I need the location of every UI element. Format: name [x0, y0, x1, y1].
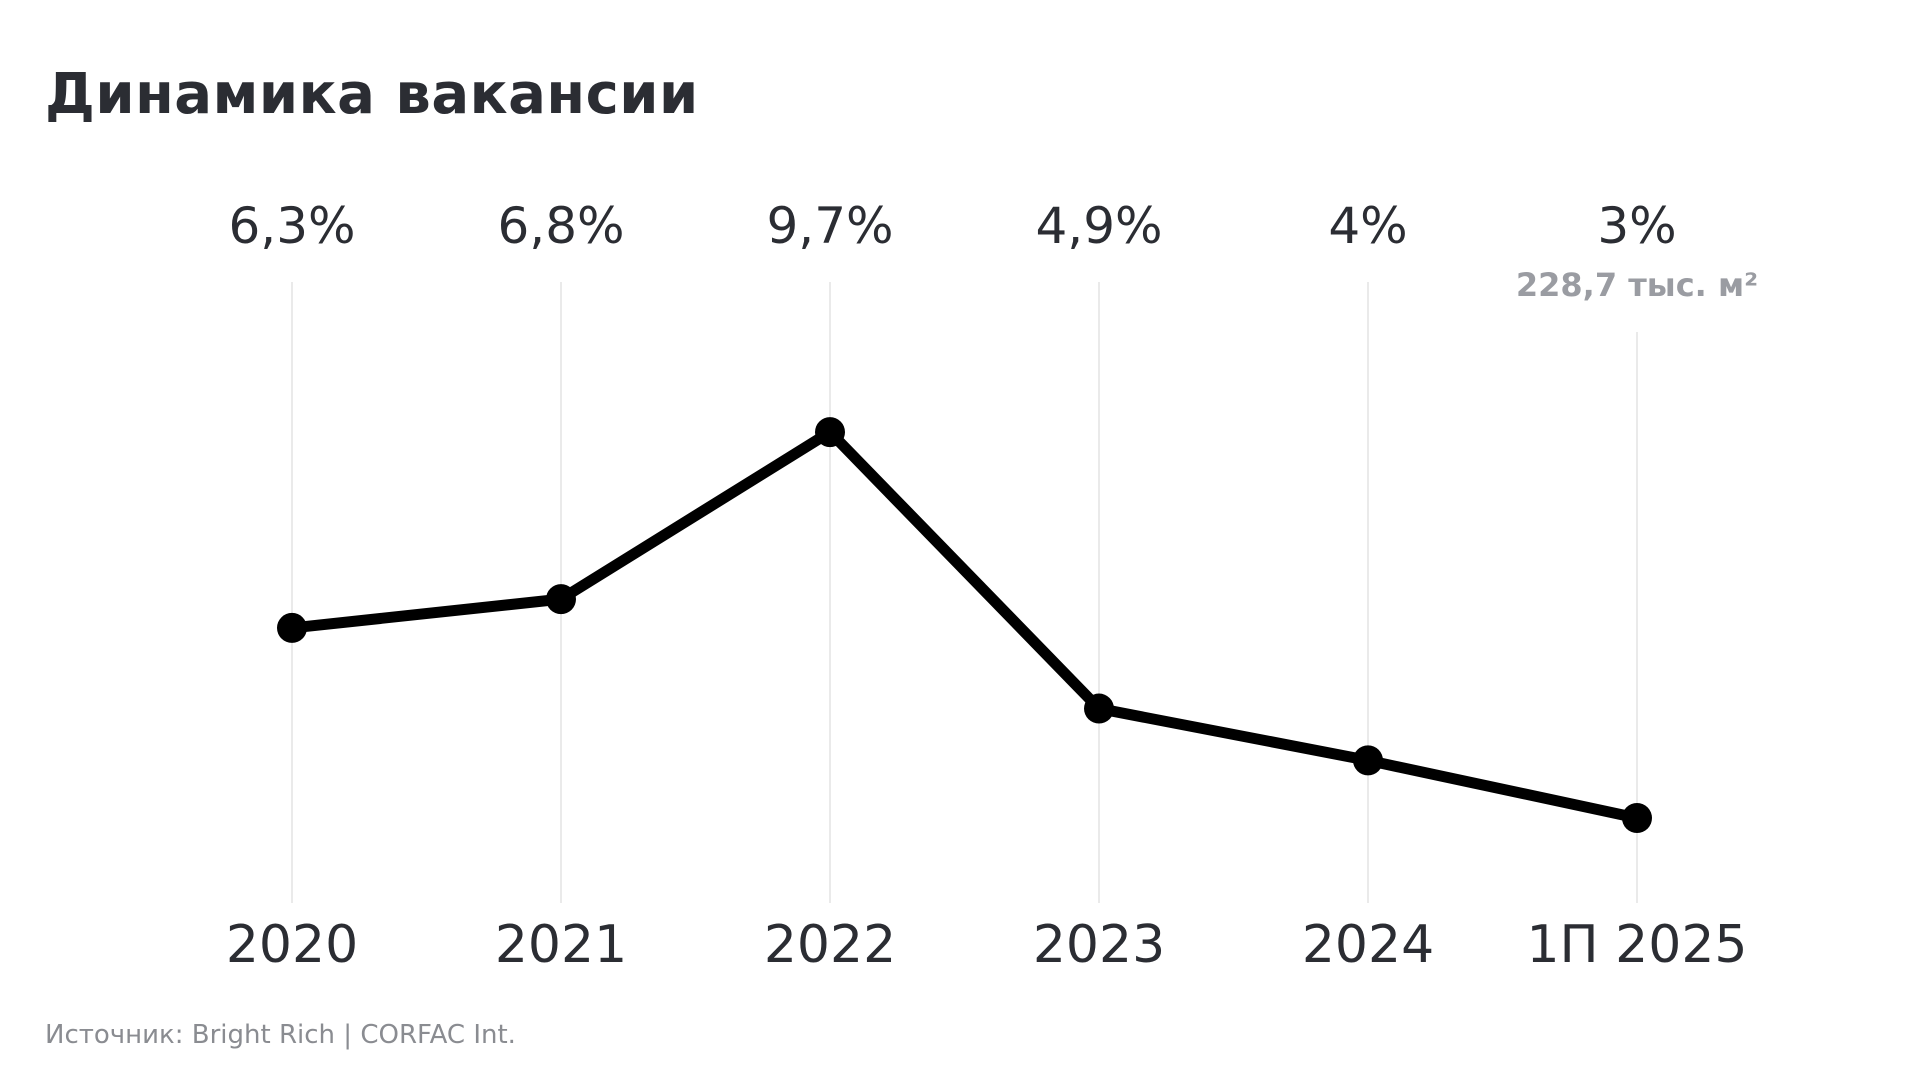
x-tick-label: 2021 — [495, 915, 627, 975]
annotations: 228,7 тыс. м² — [1516, 266, 1758, 304]
data-point — [1353, 745, 1383, 776]
series-vacancy — [286, 426, 1643, 824]
value-label: 3% — [1597, 197, 1676, 255]
x-tick-label: 2024 — [1302, 915, 1434, 975]
data-point — [1622, 803, 1652, 833]
gridlines — [291, 282, 1638, 903]
value-label: 4% — [1328, 197, 1407, 255]
x-tick-label: 2023 — [1033, 915, 1165, 975]
x-axis-labels: 2020 2021 2022 2023 2024 1П 2025 — [226, 915, 1748, 975]
x-tick-label: 1П 2025 — [1526, 915, 1747, 975]
data-point — [277, 612, 307, 643]
data-points — [277, 417, 1652, 833]
source-note: Источник: Bright Rich | CORFAC Int. — [45, 1020, 516, 1050]
annotation-label: 228,7 тыс. м² — [1516, 266, 1758, 304]
series-line — [286, 426, 1643, 824]
value-labels: 6,3% 6,8% 9,7% 4,9% 4% 3% — [228, 197, 1676, 255]
value-label: 9,7% — [766, 197, 893, 255]
data-point — [1084, 693, 1114, 724]
x-tick-label: 2022 — [764, 915, 896, 975]
data-point — [546, 584, 576, 615]
data-point — [815, 417, 845, 448]
chart-title: Динамика вакансии — [45, 62, 699, 127]
value-label: 6,8% — [497, 197, 624, 255]
value-label: 4,9% — [1035, 197, 1162, 255]
x-tick-label: 2020 — [226, 915, 358, 975]
value-label: 6,3% — [228, 197, 355, 255]
